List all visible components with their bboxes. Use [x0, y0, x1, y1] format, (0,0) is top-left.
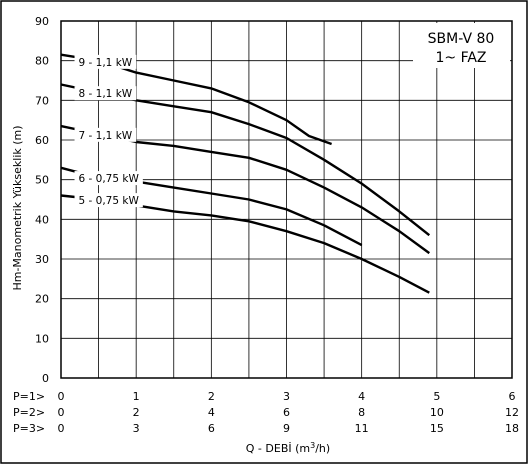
x-row-3-tick-0: 0 — [58, 422, 65, 435]
x-axis-title-suffix: /h) — [315, 442, 330, 455]
y-tick-label-6: 60 — [35, 134, 49, 147]
y-tick-label-9: 90 — [35, 15, 49, 28]
x-row-1-tick-0: 0 — [58, 390, 65, 403]
x-row-3-tick-5: 15 — [430, 422, 444, 435]
x-axis-title-prefix: Q - DEBİ (m — [246, 442, 310, 455]
x-row-3-tick-3: 9 — [283, 422, 290, 435]
x-row-1-tick-4: 4 — [358, 390, 365, 403]
chart-title-line-2: 1~ FAZ — [435, 50, 486, 66]
series-label-bg-4 — [74, 171, 143, 186]
y-tick-label-4: 40 — [35, 213, 49, 226]
y-tick-label-3: 30 — [35, 253, 49, 266]
x-row-1-tick-5: 5 — [433, 390, 440, 403]
x-axis-title-sup: 3 — [310, 441, 315, 450]
x-row-1-tick-2: 2 — [208, 390, 215, 403]
series-label-4: 6 - 0,75 kW — [79, 173, 140, 185]
x-row-2-tick-1: 2 — [133, 406, 140, 419]
chart-title-line-1: SBM-V 80 — [428, 31, 495, 47]
x-row-2-tick-5: 10 — [430, 406, 444, 419]
x-row-3-tick-6: 18 — [505, 422, 519, 435]
series-labels: 9 - 1,1 kW 8 - 1,1 kW 7 - 1,1 kW 6 - 0,75 k… — [74, 54, 143, 208]
y-axis-title: Hm-Manometrik Yükseklik (m) — [11, 125, 24, 290]
series-label-3: 7 - 1,1 kW — [79, 130, 133, 142]
x-row-3-tick-2: 6 — [208, 422, 215, 435]
x-row-2-tick-2: 4 — [208, 406, 215, 419]
y-tick-label-7: 70 — [35, 94, 49, 107]
y-tick-label-1: 10 — [35, 332, 49, 345]
y-tick-labels: 0 10 20 30 40 50 60 70 80 90 — [35, 15, 49, 385]
x-axis-title: Q - DEBİ (m3/h) — [246, 441, 330, 456]
series-label-bg-5 — [74, 193, 143, 208]
x-axis-rows: P=1> 0 1 2 3 4 5 6P=2> 0 2 4 6 8 10 12P=3> 0 3 6 9 11 15 18 — [13, 390, 519, 435]
y-tick-label-0: 0 — [42, 372, 49, 385]
series-label-1: 9 - 1,1 kW — [79, 57, 133, 69]
x-row-1-tick-3: 3 — [283, 390, 290, 403]
series-label-bg-2 — [74, 86, 137, 101]
y-tick-label-5: 50 — [35, 174, 49, 187]
y-tick-label-2: 20 — [35, 293, 49, 306]
x-row-3-tick-1: 3 — [133, 422, 140, 435]
x-row-label-3: P=3> — [13, 422, 45, 435]
x-row-1-tick-6: 6 — [509, 390, 516, 403]
x-row-label-2: P=2> — [13, 406, 45, 419]
x-row-1-tick-1: 1 — [133, 390, 140, 403]
title-box — [413, 23, 510, 68]
x-row-label-1: P=1> — [13, 390, 45, 403]
x-row-2-tick-6: 12 — [505, 406, 519, 419]
y-tick-label-8: 80 — [35, 55, 49, 68]
plot-border — [60, 20, 513, 379]
series-label-bg-1 — [74, 54, 137, 69]
series-label-2: 8 - 1,1 kW — [79, 88, 133, 100]
series-label-5: 5 - 0,75 kW — [79, 195, 140, 207]
x-row-2-tick-0: 0 — [58, 406, 65, 419]
x-row-2-tick-3: 6 — [283, 406, 290, 419]
x-row-2-tick-4: 8 — [358, 406, 365, 419]
x-row-3-tick-4: 11 — [355, 422, 369, 435]
series-label-bg-3 — [74, 127, 137, 142]
